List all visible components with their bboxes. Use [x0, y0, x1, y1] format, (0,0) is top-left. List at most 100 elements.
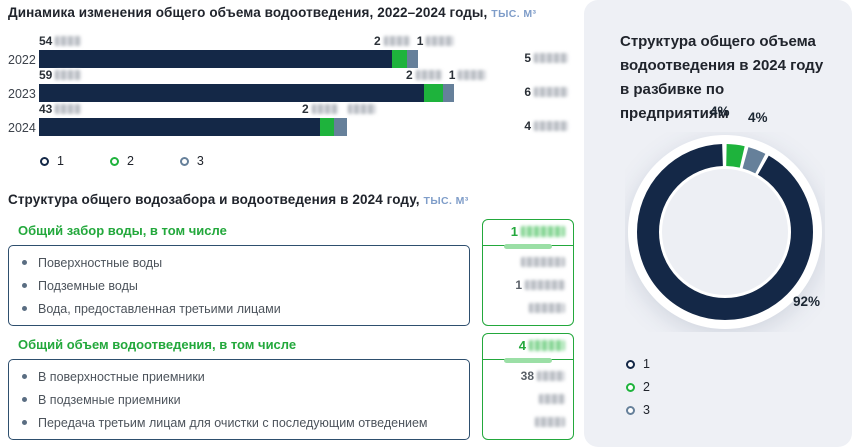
bar-segment-1[interactable]: [39, 84, 424, 102]
section-total-value: 4: [483, 334, 573, 359]
list-item: Подземные воды: [9, 274, 469, 297]
bar-chart-unit: тыс. м³: [491, 8, 537, 20]
water-table: Общий забор воды, в том числе Поверхност…: [8, 219, 574, 440]
bar-chart-title-text: Динамика изменения общего объема водоотв…: [8, 5, 488, 20]
legend-ring-icon: [626, 359, 635, 369]
bar-value-label: 2: [302, 102, 376, 116]
year-label: 2022: [8, 53, 36, 67]
redacted-value: [525, 280, 565, 290]
value-divider: [483, 245, 573, 246]
slice-label-slate: 4%: [748, 110, 768, 125]
redacted-value: [529, 340, 565, 351]
section-total-value: 1: [483, 220, 573, 245]
list-item: Поверхностные воды: [9, 251, 469, 274]
slice-label-green: 4%: [710, 104, 730, 119]
redacted-value: [535, 417, 565, 427]
row-value: [483, 388, 573, 411]
redacted-value: [383, 36, 410, 46]
bar-segment-3[interactable]: [443, 84, 454, 102]
legend-ring-icon: [109, 156, 119, 166]
donut-card: Структура общего объема водоотведения в …: [584, 0, 852, 447]
table-section-disposal: Общий объем водоотведения, в том числе В…: [8, 333, 574, 440]
bar-segment-3[interactable]: [334, 118, 347, 136]
redacted-value: [537, 371, 565, 381]
row-value: [483, 251, 573, 274]
list-item: В подземные приемники: [9, 388, 469, 411]
legend-ring-icon: [626, 405, 635, 415]
redacted-value: [534, 121, 568, 131]
bar-value-label: 59: [39, 68, 82, 82]
legend-item-3[interactable]: 3: [179, 154, 204, 168]
redacted-value: [55, 104, 82, 114]
bullet-dot-icon: [22, 260, 27, 265]
bar-chart-title: Динамика изменения общего объема водоотв…: [8, 5, 580, 20]
legend-item-2[interactable]: 2: [626, 380, 650, 394]
section-header: Общий забор воды, в том числе: [18, 223, 227, 238]
redacted-value: [534, 53, 568, 63]
bar-segment-2[interactable]: [320, 118, 334, 136]
redacted-value: [55, 70, 82, 80]
redacted-value: [347, 104, 376, 114]
section-values: 4 38: [482, 333, 574, 440]
legend-ring-icon: [626, 382, 635, 392]
legend-item-1[interactable]: 1: [40, 154, 64, 168]
legend-ring-icon: [40, 156, 49, 166]
left-panel: Динамика изменения общего объема водоотв…: [0, 0, 580, 447]
legend-item-1[interactable]: 1: [626, 357, 650, 371]
bar-value-label: 43: [39, 102, 82, 116]
donut-slice-1[interactable]: [637, 144, 813, 320]
redacted-value: [539, 394, 565, 404]
donut-chart: [625, 132, 825, 332]
redacted-value: [426, 36, 455, 46]
redacted-value: [529, 303, 565, 313]
legend-ring-icon: [179, 156, 189, 166]
section-list: Поверхностные воды Подземные воды Вода, …: [8, 245, 470, 326]
bar-segment-2[interactable]: [392, 50, 407, 68]
row-value: [483, 411, 573, 434]
row-value: [483, 297, 573, 320]
bar-segment-3[interactable]: [407, 50, 418, 68]
bullet-dot-icon: [22, 283, 27, 288]
table-title-text: Структура общего водозабора и водоотведе…: [8, 192, 420, 207]
redacted-value: [311, 104, 338, 114]
bullet-dot-icon: [22, 420, 27, 425]
bullet-dot-icon: [22, 397, 27, 402]
table-unit: тыс. м³: [423, 195, 469, 207]
row-value: 1: [483, 274, 573, 297]
donut-hole: [662, 169, 788, 295]
table-section-intake: Общий забор воды, в том числе Поверхност…: [8, 219, 574, 326]
bar-total-value: 4: [524, 119, 568, 133]
list-item: Вода, предоставленная третьими лицами: [9, 297, 469, 320]
bar-row-2024: 2024 43 2 4: [8, 102, 574, 136]
bar-value-label: 54: [39, 34, 82, 48]
year-label: 2024: [8, 121, 36, 135]
bar-segment-1[interactable]: [39, 50, 392, 68]
table-title: Структура общего водозабора и водоотведе…: [8, 192, 580, 207]
section-list: В поверхностные приемники В подземные пр…: [8, 359, 470, 440]
bar-segment-2[interactable]: [424, 84, 443, 102]
donut-svg: [628, 135, 822, 329]
slice-label-navy: 92%: [793, 294, 821, 309]
bar-total-value: 6: [524, 85, 568, 99]
list-item: Передача третьим лицам для очистки с пос…: [9, 411, 469, 434]
legend-item-3[interactable]: 3: [626, 403, 650, 417]
redacted-value: [55, 36, 82, 46]
bullet-dot-icon: [22, 306, 27, 311]
row-value: 38: [483, 365, 573, 388]
bar-total-value: 5: [524, 51, 568, 65]
year-label: 2023: [8, 87, 36, 101]
section-values: 1 1: [482, 219, 574, 326]
bar-chart-legend: 1 2 3: [40, 154, 580, 168]
redacted-value: [521, 226, 565, 237]
bar-segment-1[interactable]: [39, 118, 320, 136]
redacted-value: [415, 70, 442, 80]
list-item: В поверхностные приемники: [9, 365, 469, 388]
donut-legend: 1 2 3: [626, 357, 650, 417]
legend-item-2[interactable]: 2: [109, 154, 134, 168]
value-divider: [483, 359, 573, 360]
